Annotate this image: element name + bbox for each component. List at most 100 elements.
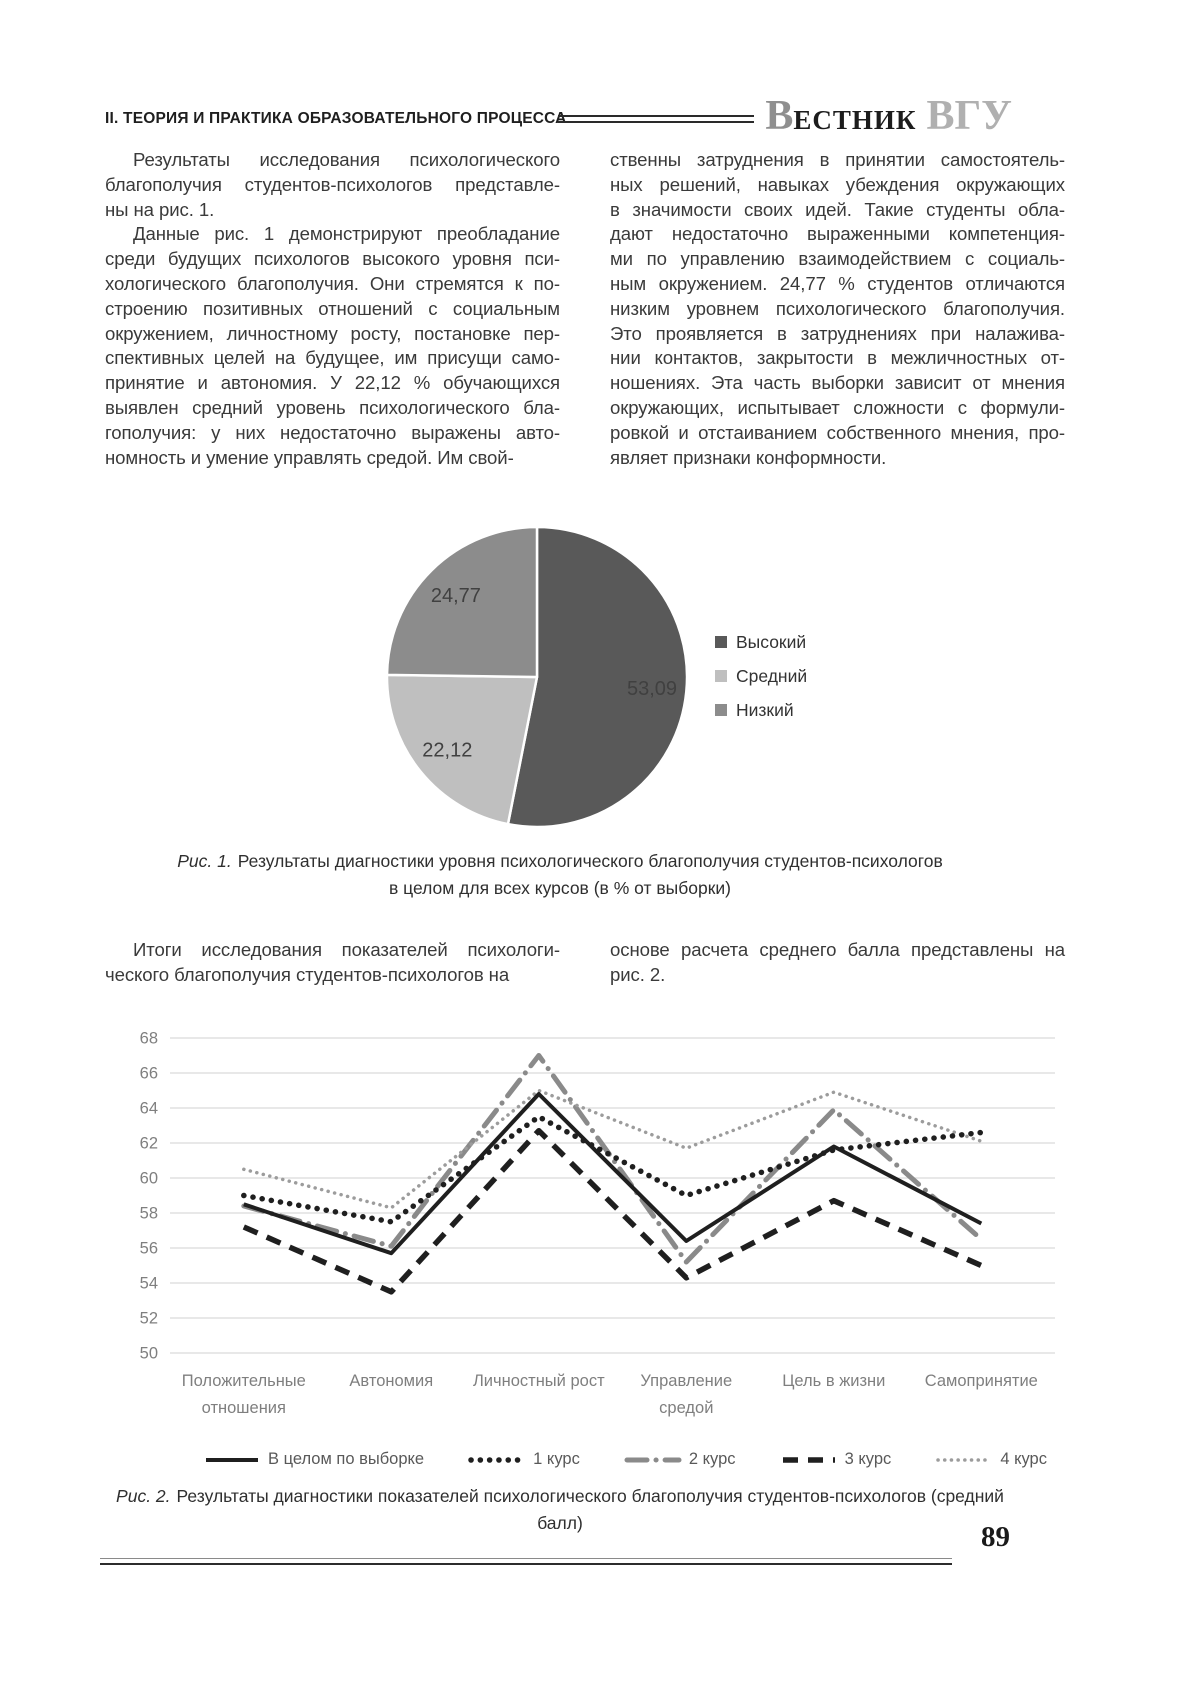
legend-label: Высокий bbox=[736, 631, 807, 652]
text-line: низким уровнем психологического благопол… bbox=[610, 297, 1065, 319]
logo-rest: ЕСТНИК bbox=[793, 105, 917, 135]
text-line: выявлен средний уровень психологического… bbox=[105, 396, 560, 418]
pie-legend-item: Низкий bbox=[715, 699, 807, 721]
figure2-caption-text: Результаты диагностики показателей психо… bbox=[176, 1486, 1004, 1533]
text-line: номность и умение управлять средой. Им с… bbox=[105, 446, 514, 468]
text-line: Данные рис. 1 демонстрируют преобладание bbox=[133, 223, 560, 245]
logo-initial: В bbox=[765, 93, 794, 139]
text-line: принятие и автономия. У 22,12 % обучающи… bbox=[105, 372, 560, 394]
pie-legend-item: Высокий bbox=[715, 631, 807, 653]
figure1-caption-line1: Рис. 1. Результаты диагностики уровня пси… bbox=[105, 848, 1015, 875]
paragraph: Результаты исследования психологического… bbox=[105, 148, 560, 222]
pie-legend: Высокий Средний Низкий bbox=[715, 631, 807, 721]
legend-label: 2 курс bbox=[688, 1450, 736, 1468]
legend-label: Средний bbox=[736, 665, 808, 686]
y-tick-label: 58 bbox=[140, 1205, 158, 1223]
figure1-caption-text: Результаты диагностики уровня психологич… bbox=[237, 851, 943, 871]
text-line: основе расчета среднего балла представле… bbox=[610, 939, 1065, 960]
legend-label: В целом по выборке bbox=[268, 1450, 425, 1468]
category-label: Цель в жизни bbox=[782, 1372, 885, 1390]
text-line: спективных целей на будущее, им присущи … bbox=[105, 347, 560, 369]
header-divider bbox=[558, 115, 754, 123]
paragraph: основе расчета среднего балла представле… bbox=[610, 938, 1065, 988]
paragraph: Итоги исследования показателей психологи… bbox=[105, 938, 560, 988]
legend-swatch-icon bbox=[715, 636, 727, 648]
journal-logo: ВЕСТНИК ВГУ bbox=[762, 92, 1012, 140]
figure2-caption-prefix: Рис. 2. bbox=[116, 1486, 171, 1506]
text-line: ственны затруднения в принятии самостоят… bbox=[610, 149, 1065, 170]
text-line: в значимости своих идей. Такие студенты … bbox=[610, 198, 1065, 220]
pie-value-label: 53,09 bbox=[627, 678, 677, 700]
pie-slice-3 bbox=[385, 525, 539, 679]
text-line: ческого благополучия студентов-психолого… bbox=[105, 963, 510, 985]
y-tick-label: 66 bbox=[140, 1065, 158, 1083]
paragraph: ственны затруднения в принятии самостоят… bbox=[610, 148, 1065, 470]
category-label: Положительные отношения bbox=[182, 1372, 306, 1417]
body-column-right: ственны затруднения в принятии самостоят… bbox=[610, 148, 1065, 470]
text-line: ны на рис. 1. bbox=[105, 198, 215, 220]
text-line: ровкой и отстаиванием собственного мнени… bbox=[610, 421, 1065, 443]
text-line: нии контактов, закрытости в межличностны… bbox=[610, 347, 1065, 369]
legend-swatch-icon bbox=[715, 704, 727, 716]
category-label: Личностный рост bbox=[473, 1372, 605, 1390]
mid-column-right: основе расчета среднего балла представле… bbox=[610, 938, 1065, 988]
text-line: Это проявляется в затруднениях при налаж… bbox=[610, 322, 1065, 344]
y-tick-label: 60 bbox=[140, 1170, 158, 1188]
y-tick-label: 62 bbox=[140, 1135, 158, 1153]
page-number: 89 bbox=[981, 1521, 1010, 1553]
legend-line-sample-icon bbox=[624, 1457, 682, 1462]
y-tick-label: 54 bbox=[140, 1275, 158, 1293]
pie-value-label: 22,12 bbox=[422, 740, 472, 762]
text-line: среди будущих психологов высокого уровня… bbox=[105, 248, 560, 270]
text-line: ных решений, навыках убеждения окружающи… bbox=[610, 173, 1065, 195]
text-line: ми по управлению взаимодействием с социа… bbox=[610, 248, 1065, 270]
figure1-caption-line2: в целом для всех курсов (в % от выборки) bbox=[389, 878, 731, 898]
legend-label: Низкий bbox=[736, 699, 794, 720]
section-title: II. ТЕОРИЯ И ПРАКТИКА ОБРАЗОВАТЕЛЬНОГО П… bbox=[105, 110, 567, 127]
logo-suffix: ВГУ bbox=[926, 93, 1012, 139]
line-chart-legend: В целом по выборке 1 курс 2 курс 3 курс 4 ку… bbox=[203, 1450, 1047, 1469]
legend-label: 1 курс bbox=[533, 1450, 580, 1468]
series-line-3 bbox=[241, 1053, 984, 1265]
text-line: гополучия: у них недостаточно выражены а… bbox=[105, 421, 560, 443]
text-line: окружением, личностному росту, постановк… bbox=[105, 322, 560, 344]
figure1-caption-prefix: Рис. 1. bbox=[177, 851, 232, 871]
category-label: Автономия bbox=[349, 1372, 433, 1390]
figure1-caption: Рис. 1. Результаты диагностики уровня пси… bbox=[105, 848, 1015, 902]
series-line-2 bbox=[241, 1114, 985, 1225]
legend-line-sample-icon bbox=[206, 1457, 258, 1462]
text-line: Результаты исследования психологического bbox=[133, 149, 560, 170]
mid-column-left: Итоги исследования показателей психологи… bbox=[105, 938, 560, 988]
pie-slice-1 bbox=[506, 525, 689, 829]
category-label: Самопринятие bbox=[925, 1372, 1038, 1390]
text-line: хологического благополучия. Они стремятс… bbox=[105, 272, 560, 294]
paragraph: Данные рис. 1 демонстрируют преобладание… bbox=[105, 222, 560, 470]
series-line-1 bbox=[243, 1092, 983, 1256]
legend-line-sample-icon bbox=[936, 1457, 993, 1462]
text-line: дают недостаточно выраженными компетенци… bbox=[610, 223, 1065, 245]
chart-legend-item: 4 курс bbox=[935, 1450, 1047, 1469]
y-tick-label: 64 bbox=[140, 1100, 158, 1118]
chart-legend-item: 3 курс bbox=[780, 1450, 891, 1469]
figure2-caption: Рис. 2. Результаты диагностики показателе… bbox=[105, 1483, 1015, 1537]
category-label: Управление средой bbox=[640, 1372, 732, 1417]
y-tick-label: 50 bbox=[140, 1345, 158, 1363]
legend-line-sample-icon bbox=[468, 1456, 526, 1463]
text-line: рис. 2. bbox=[610, 963, 666, 985]
pie-chart: 53,09 22,12 24,77 bbox=[385, 525, 689, 829]
chart-legend-item: В целом по выборке bbox=[203, 1450, 424, 1469]
footer-divider bbox=[100, 1558, 952, 1565]
text-line: строению позитивных отношений с социальн… bbox=[105, 297, 560, 319]
text-line: ношениях. Эта часть выборки зависит от м… bbox=[610, 372, 1065, 394]
pie-value-label: 24,77 bbox=[431, 585, 481, 607]
pie-slice-2 bbox=[385, 673, 539, 826]
series-line-5 bbox=[242, 1088, 984, 1210]
text-line: Итоги исследования показателей психологи… bbox=[133, 939, 560, 960]
text-line: являет признаки конформности. bbox=[610, 446, 887, 468]
legend-swatch-icon bbox=[715, 670, 727, 682]
pie-legend-item: Средний bbox=[715, 665, 807, 687]
line-chart: 50 52 54 56 58 60 62 64 66 68 Положительные отношен… bbox=[140, 1030, 1055, 1417]
body-column-left: Результаты исследования психологического… bbox=[105, 148, 560, 470]
chart-legend-item: 2 курс bbox=[624, 1450, 736, 1469]
